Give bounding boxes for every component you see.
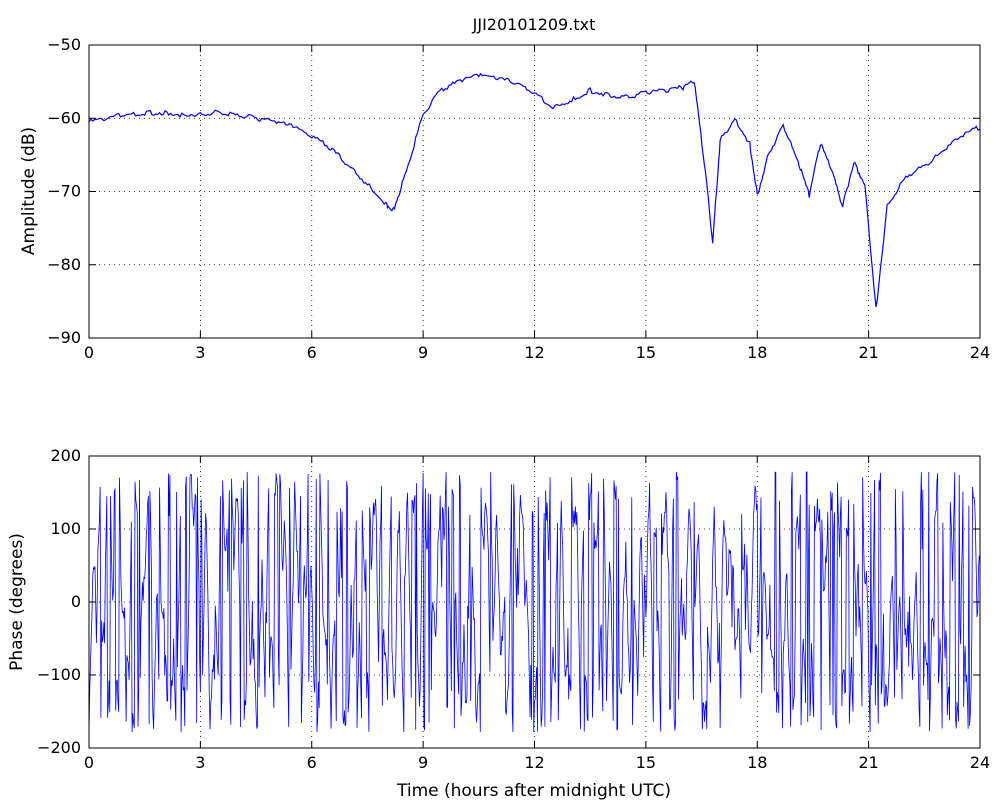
- amplitude-x-tick-label: 18: [747, 343, 767, 362]
- amplitude-plot: 0 3 6 9 12 15 18 21 24 −90 −80 −70 −60 −50 Amplitude …: [19, 35, 990, 362]
- amplitude-x-tick-label: 6: [307, 343, 317, 362]
- amplitude-y-axis-label: Amplitude (dB): [19, 127, 39, 255]
- amplitude-y-tick-label: −70: [47, 182, 81, 201]
- amplitude-y-tick-label: −80: [47, 255, 81, 274]
- phase-x-tick-label: 24: [970, 753, 990, 772]
- phase-x-tick-label: 0: [84, 753, 94, 772]
- phase-y-tick-label: −100: [37, 665, 81, 684]
- amplitude-y-tick-label: −90: [47, 328, 81, 347]
- phase-y-tick-label: 100: [50, 519, 81, 538]
- phase-x-tick-label: 12: [524, 753, 544, 772]
- phase-series-line: [88, 471, 981, 732]
- phase-y-tick-label: −200: [37, 738, 81, 757]
- phase-x-tick-label: 6: [307, 753, 317, 772]
- amplitude-x-tick-label: 12: [524, 343, 544, 362]
- amplitude-x-tick-label: 24: [970, 343, 990, 362]
- phase-y-tick-label: 200: [50, 446, 81, 465]
- phase-x-tick-label: 21: [858, 753, 878, 772]
- amplitude-y-tick-label: −60: [47, 108, 81, 127]
- chart-title: JJI20101209.txt: [472, 15, 596, 34]
- phase-plot: 0 3 6 9 12 15 18 21 24 −200 −100 0 100 200 Phase (deg…: [7, 446, 990, 801]
- amplitude-y-tick-label: −50: [47, 35, 81, 54]
- amplitude-x-tick-label: 0: [84, 343, 94, 362]
- amplitude-x-tick-label: 3: [195, 343, 205, 362]
- phase-x-tick-label: 18: [747, 753, 767, 772]
- phase-ticks: 0 3 6 9 12 15 18 21 24 −200 −100 0 100 200: [37, 446, 990, 772]
- phase-x-tick-label: 15: [636, 753, 656, 772]
- phase-x-tick-label: 9: [418, 753, 428, 772]
- amplitude-x-tick-label: 21: [858, 343, 878, 362]
- amplitude-series-line: [88, 72, 981, 308]
- amplitude-ticks: 0 3 6 9 12 15 18 21 24 −90 −80 −70 −60 −50: [47, 35, 990, 362]
- phase-x-axis-label: Time (hours after midnight UTC): [396, 781, 671, 801]
- phase-x-tick-label: 3: [195, 753, 205, 772]
- phase-y-tick-label: 0: [71, 592, 81, 611]
- amplitude-grid: [89, 45, 980, 338]
- phase-y-axis-label: Phase (degrees): [7, 533, 27, 671]
- amplitude-x-tick-label: 9: [418, 343, 428, 362]
- amplitude-x-tick-label: 15: [636, 343, 656, 362]
